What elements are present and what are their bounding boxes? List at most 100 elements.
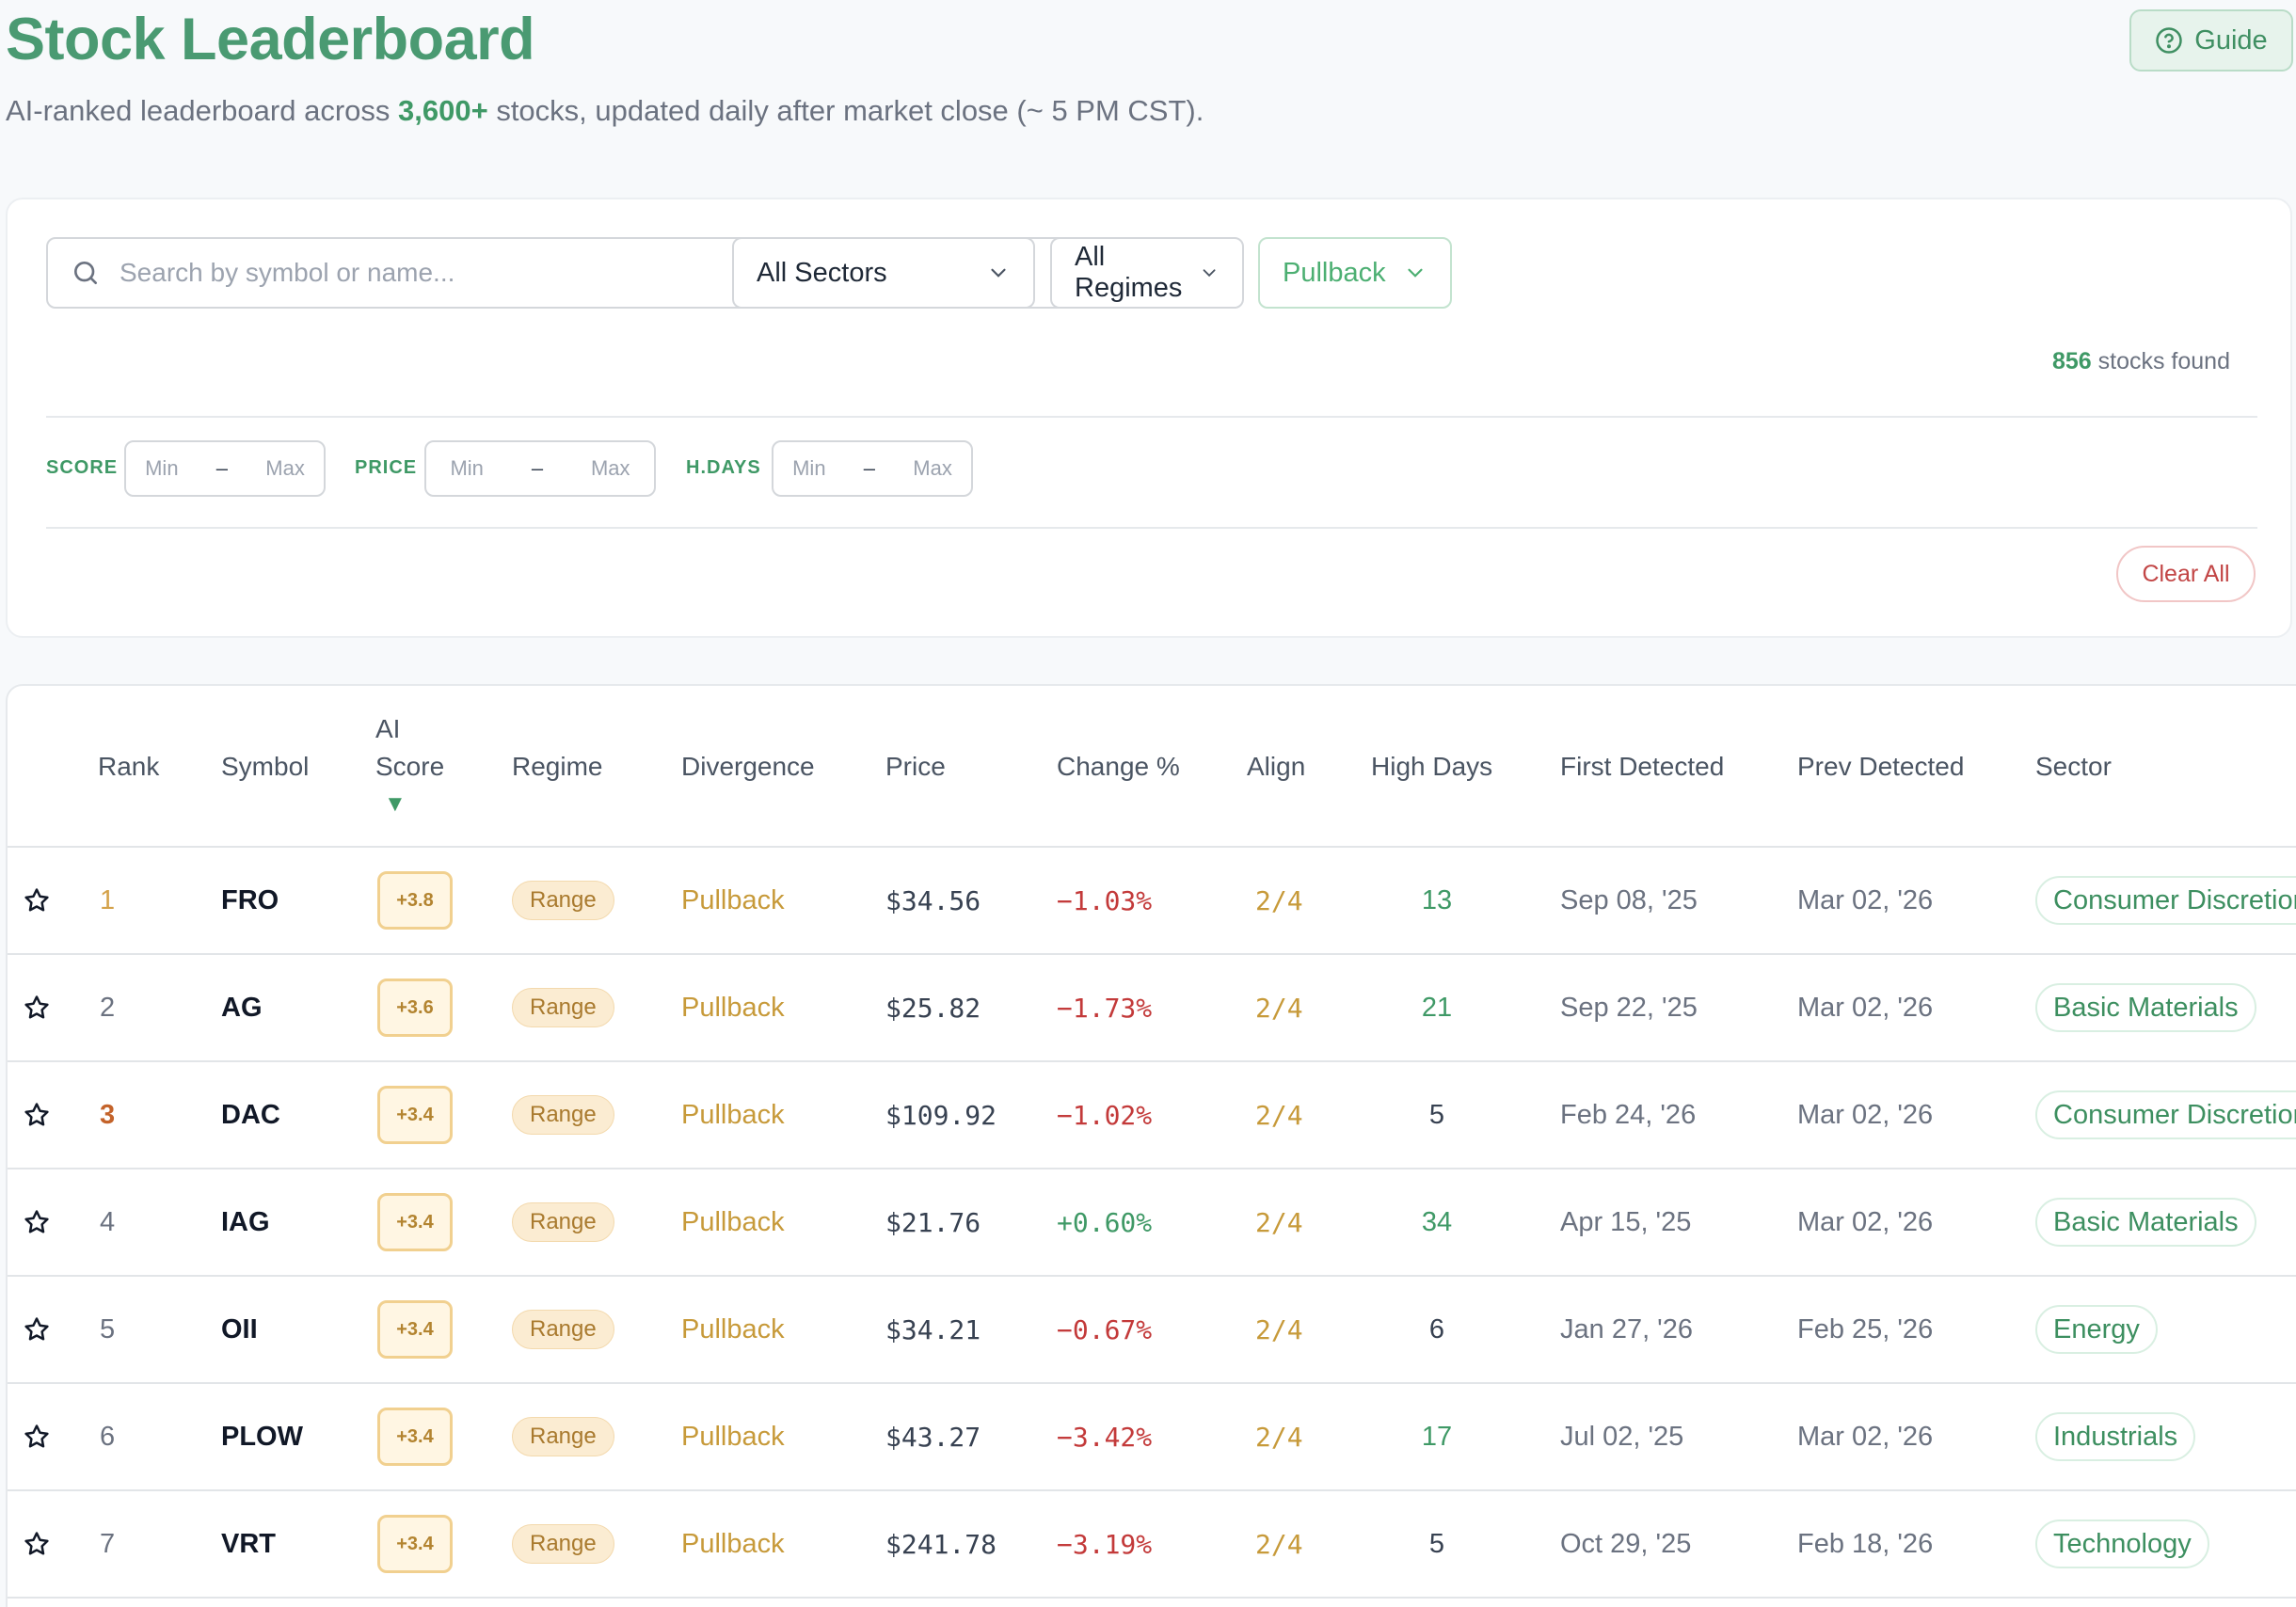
symbol-cell[interactable]: DAC	[221, 1099, 280, 1130]
column-header-align[interactable]: Align	[1247, 752, 1306, 781]
divergence-cell: Pullback	[681, 1313, 785, 1344]
divider	[46, 416, 2257, 418]
regime-badge: Range	[512, 988, 614, 1027]
sector-badge[interactable]: Energy	[2035, 1305, 2158, 1354]
first-detected-cell: Sep 22, '25	[1560, 992, 1698, 1023]
symbol-cell[interactable]: IAG	[221, 1206, 270, 1237]
favorite-star-icon[interactable]	[23, 1062, 51, 1168]
column-header-regime[interactable]: Regime	[512, 752, 603, 781]
table-row[interactable]: 7 VRT +3.4 Range Pullback $241.78 −3.19% 2/4 5 Oc…	[8, 1491, 2296, 1599]
header-divider	[8, 846, 2296, 848]
ai-score-badge: +3.8	[377, 871, 453, 930]
column-header-change[interactable]: Change %	[1057, 752, 1180, 781]
align-cell: 2/4	[1255, 884, 1303, 916]
results-count: 856 stocks found	[2052, 348, 2230, 375]
rank-cell: 3	[100, 1099, 116, 1130]
table-row[interactable]: 2 AG +3.6 Range Pullback $25.82 −1.73% 2/4 21 Sep…	[8, 955, 2296, 1062]
high-days-range-label: H.DAYS	[686, 457, 761, 478]
ai-score-cell: +3.4	[377, 1384, 453, 1489]
price-range-input[interactable]: Min – Max	[424, 440, 656, 497]
first-detected-cell: Apr 15, '25	[1560, 1206, 1692, 1237]
favorite-star-icon[interactable]	[23, 1491, 51, 1597]
column-header-price[interactable]: Price	[885, 752, 946, 781]
guide-button[interactable]: Guide	[2129, 9, 2293, 72]
sector-badge[interactable]: Industrials	[2035, 1412, 2196, 1461]
favorite-star-icon[interactable]	[23, 848, 51, 953]
column-header-high-days[interactable]: High Days	[1371, 752, 1493, 781]
favorite-star-icon[interactable]	[23, 1384, 51, 1489]
prev-detected-cell: Mar 02, '26	[1797, 992, 1934, 1023]
symbol-cell[interactable]: AG	[221, 992, 263, 1023]
page-title: Stock Leaderboard	[6, 7, 535, 72]
chevron-down-icon	[1408, 268, 1423, 278]
favorite-star-icon[interactable]	[23, 955, 51, 1060]
sector-badge[interactable]: Consumer Discretionary	[2035, 876, 2296, 925]
clear-all-button[interactable]: Clear All	[2116, 546, 2256, 602]
regime-cell: Range	[512, 848, 614, 953]
rank-cell: 4	[100, 1206, 116, 1237]
high-days-min-input[interactable]: Min	[792, 456, 826, 480]
ai-score-cell: +3.6	[377, 955, 453, 1060]
prev-detected-cell: Mar 02, '26	[1797, 1099, 1934, 1130]
divergence-cell: Pullback	[681, 884, 785, 915]
regime-badge: Range	[512, 1310, 614, 1349]
regime-cell: Range	[512, 955, 614, 1060]
table-row[interactable]: 6 PLOW +3.4 Range Pullback $43.27 −3.42% 2/4 17 J…	[8, 1384, 2296, 1491]
symbol-cell[interactable]: OII	[221, 1313, 258, 1344]
regime-cell: Range	[512, 1384, 614, 1489]
first-detected-cell: Sep 08, '25	[1560, 884, 1698, 915]
change-cell: −3.19%	[1057, 1528, 1153, 1560]
range-dash: –	[215, 456, 229, 480]
sort-desc-icon: ▼	[384, 791, 407, 817]
ai-score-badge: +3.4	[377, 1086, 453, 1144]
table-row[interactable]: 3 DAC +3.4 Range Pullback $109.92 −1.02% 2/4 5 Fe…	[8, 1062, 2296, 1169]
first-detected-cell: Feb 24, '26	[1560, 1099, 1697, 1130]
symbol-cell[interactable]: VRT	[221, 1528, 276, 1559]
sector-select[interactable]: All Sectors	[732, 237, 1035, 309]
change-cell: −1.73%	[1057, 992, 1153, 1024]
sector-badge[interactable]: Technology	[2035, 1519, 2209, 1568]
column-header-symbol[interactable]: Symbol	[221, 752, 310, 781]
divergence-cell: Pullback	[681, 992, 785, 1023]
symbol-cell[interactable]: FRO	[221, 884, 279, 915]
table-row[interactable]: 1 FRO +3.8 Range Pullback $34.56 −1.03% 2/4 13 Se…	[8, 848, 2296, 955]
page-subtitle: AI-ranked leaderboard across 3,600+ stoc…	[6, 94, 1204, 128]
column-header-first-detected[interactable]: First Detected	[1560, 752, 1725, 781]
price-min-input[interactable]: Min	[450, 456, 484, 480]
divergence-select[interactable]: Pullback	[1258, 237, 1452, 309]
column-header-divergence[interactable]: Divergence	[681, 752, 815, 781]
rank-cell: 1	[100, 884, 116, 915]
price-max-input[interactable]: Max	[590, 456, 630, 480]
score-range-input[interactable]: Min – Max	[124, 440, 326, 497]
sector-badge[interactable]: Consumer Discretionary	[2035, 1090, 2296, 1139]
ai-score-badge: +3.4	[377, 1515, 453, 1573]
divergence-cell: Pullback	[681, 1206, 785, 1237]
table-row[interactable]: 5 OII +3.4 Range Pullback $34.21 −0.67% 2/4 6 Jan…	[8, 1277, 2296, 1384]
price-range-label: PRICE	[355, 457, 418, 478]
prev-detected-cell: Mar 02, '26	[1797, 884, 1934, 915]
high-days-cell: 5	[1428, 1528, 1445, 1559]
column-header-sector[interactable]: Sector	[2035, 752, 2112, 781]
prev-detected-cell: Mar 02, '26	[1797, 1206, 1934, 1237]
column-header-score[interactable]: Score	[375, 752, 445, 781]
score-max-input[interactable]: Max	[265, 456, 305, 480]
score-min-input[interactable]: Min	[145, 456, 179, 480]
favorite-star-icon[interactable]	[23, 1277, 51, 1382]
high-days-cell: 21	[1421, 992, 1453, 1023]
high-days-cell: 6	[1428, 1313, 1445, 1344]
ai-score-cell: +3.4	[377, 1062, 453, 1168]
regime-select[interactable]: All Regimes	[1050, 237, 1244, 309]
favorite-star-icon[interactable]	[23, 1169, 51, 1275]
symbol-cell[interactable]: PLOW	[221, 1421, 303, 1452]
column-header-rank[interactable]: Rank	[98, 752, 160, 781]
table-row[interactable]: 4 IAG +3.4 Range Pullback $21.76 +0.60% 2/4 34 Ap…	[8, 1169, 2296, 1277]
regime-cell: Range	[512, 1277, 614, 1382]
ai-score-badge: +3.4	[377, 1408, 453, 1466]
sector-badge[interactable]: Basic Materials	[2035, 983, 2256, 1032]
high-days-range-input[interactable]: Min – Max	[772, 440, 973, 497]
column-header-ai[interactable]: AI	[375, 714, 401, 743]
high-days-max-input[interactable]: Max	[913, 456, 952, 480]
column-header-prev-detected[interactable]: Prev Detected	[1797, 752, 1965, 781]
price-cell: $34.56	[885, 884, 981, 916]
sector-badge[interactable]: Basic Materials	[2035, 1198, 2256, 1247]
